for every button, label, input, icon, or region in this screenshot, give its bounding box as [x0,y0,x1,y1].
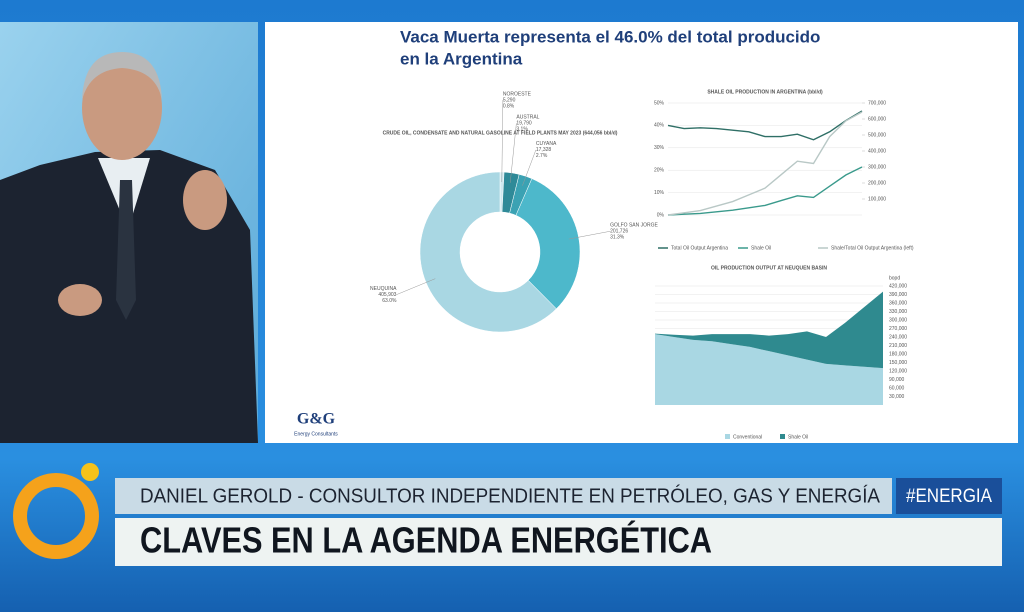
slice-percent: 3.1% [516,127,528,133]
y-axis-label: bopd [889,275,900,281]
slice-label: NOROESTE [503,91,532,97]
leader-line [522,149,537,186]
y-tick-label: 150,000 [889,360,907,366]
headline: CLAVES EN LA AGENDA ENERGÉTICA [140,520,712,561]
legend-swatch [725,434,730,439]
hand [58,284,102,316]
slice-value: 201,726 [610,229,628,235]
slide [265,22,1018,443]
y-tick-label: 390,000 [889,292,907,298]
hashtag-box [896,478,1002,514]
slice-value: 19,790 [516,121,532,127]
slice-label: AUSTRAL [516,115,539,121]
y-tick-label: 60,000 [889,385,905,391]
y-tick-label: 50% [654,100,665,106]
hashtag: #ENERGIA [906,486,992,507]
slice-percent: 63.0% [382,298,397,304]
hand [183,170,227,230]
y-tick-label: 90,000 [889,377,905,383]
y-tick-label: 180,000 [889,351,907,357]
legend-label: Shale Oil [751,245,771,251]
y2-tick-label: 600,000 [868,116,886,122]
y2-tick-label: 400,000 [868,148,886,154]
y-tick-label: 30,000 [889,394,905,400]
chart-title: CRUDE OIL, CONDENSATE AND NATURAL GASOLI… [383,130,618,136]
slice-label: GOLFO SAN JORGE [610,223,658,229]
leader-line [501,100,504,183]
face [82,56,162,160]
slice-label: CUYANA [536,141,557,147]
headline-bar [115,518,1002,566]
leader-line [396,278,436,295]
y-tick-label: 30% [654,145,665,151]
y2-tick-label: 500,000 [868,132,886,138]
y2-tick-label: 100,000 [868,196,886,202]
y-tick-label: 420,000 [889,283,907,289]
y-tick-label: 210,000 [889,343,907,349]
slide-title: Vaca Muerta representa el 46.0% del tota… [400,27,820,46]
logo-subtitle: Energy Consultants [294,431,338,437]
y-tick-label: 300,000 [889,317,907,323]
name-bar [115,478,892,514]
y2-tick-label: 300,000 [868,164,886,170]
y-tick-label: 360,000 [889,300,907,306]
slide-title: en la Argentina [400,49,523,68]
y-tick-label: 20% [654,168,665,174]
hair [82,52,162,100]
presenter-panel [0,22,258,443]
slice-value: 17,328 [536,147,552,153]
chart-title: SHALE OIL PRODUCTION IN ARGENTINA (bbl/d… [707,89,823,95]
legend-label: Shale/Total Oil Output Argentina (left) [831,245,914,251]
legend-label: Conventional [733,434,762,440]
line-series [667,110,863,141]
slice-value: 5,290 [503,97,516,103]
legend-swatch [780,434,785,439]
y2-tick-label: 200,000 [868,180,886,186]
y2-tick-label: 700,000 [868,100,886,106]
lower-third: DANIEL GEROLD - CONSULTOR INDEPENDIENTE … [13,463,1002,566]
y-tick-label: 10% [654,190,665,196]
line-series [667,111,863,216]
y-tick-label: 120,000 [889,368,907,374]
donut-slice [515,178,581,310]
y-tick-label: 330,000 [889,309,907,315]
y-tick-label: 240,000 [889,334,907,340]
slice-percent: 0.8% [503,103,515,109]
logo: G&G [297,411,336,428]
legend-label: Shale Oil [788,434,808,440]
slice-percent: 31.3% [610,235,625,241]
chart-title: OIL PRODUCTION OUTPUT AT NEUQUEN BASIN [711,265,827,271]
y-tick-label: 270,000 [889,326,907,332]
area-series [655,334,883,405]
y-tick-label: 0% [657,212,665,218]
leader-line [568,231,611,240]
slice-label: NEUQUINA [370,286,397,292]
y-tick-label: 40% [654,123,665,129]
slice-percent: 2.7% [536,153,548,159]
guest-name: DANIEL GEROLD - CONSULTOR INDEPENDIENTE … [140,484,881,507]
line-series [667,166,863,216]
channel-logo-dot [81,463,99,481]
legend-label: Total Oil Output Argentina [671,245,728,251]
slice-value: 405,903 [378,292,396,298]
tie [116,180,136,320]
area-series [655,291,883,369]
channel-logo [13,473,99,559]
donut-slice [419,171,557,333]
leader-line [509,123,517,183]
